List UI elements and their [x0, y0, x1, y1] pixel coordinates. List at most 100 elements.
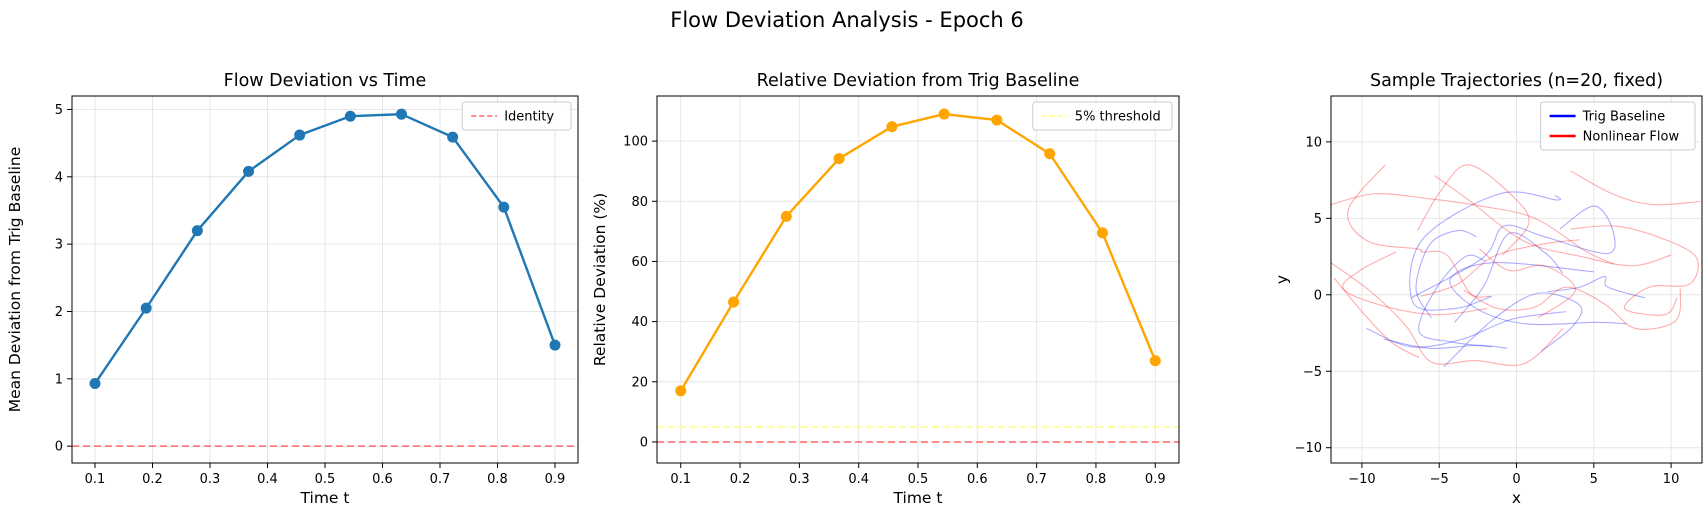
x-tick-label: 0.7 — [430, 472, 451, 487]
trajectory-nonlinear-flow — [1434, 175, 1672, 267]
chart-title: Relative Deviation from Trig Baseline — [757, 71, 1080, 91]
y-tick-label: 0 — [55, 440, 63, 455]
y-axis-label: y — [1273, 275, 1291, 284]
legend-box — [1540, 101, 1696, 151]
y-tick-label: 0 — [1314, 288, 1322, 303]
legend-entry-label: 5% threshold — [1075, 110, 1161, 125]
x-tick-label: 0.7 — [1026, 472, 1047, 487]
chart-panel-1: 0.1 0.2 0.3 0.4 0.5 0.6 0.7 0.8 0.9 0 1 2 3 4 5 Flow De… — [6, 71, 579, 507]
x-tick-label: 0.3 — [200, 472, 221, 487]
x-tick-label: 0.4 — [848, 472, 869, 487]
legend: Identity — [461, 101, 572, 131]
y-tick-label: 5 — [55, 103, 63, 118]
y-tick-label: 1 — [55, 372, 63, 387]
y-tick-label: 2 — [55, 305, 63, 320]
x-tick-label: −5 — [1430, 472, 1449, 487]
data-point — [140, 302, 152, 314]
trajectory-trig-baseline — [1454, 232, 1564, 323]
data-point — [549, 339, 561, 351]
legend-box — [1032, 101, 1173, 131]
y-tick-label: 80 — [631, 195, 648, 210]
legend-entry-label: Identity — [504, 110, 554, 125]
data-point — [294, 129, 306, 141]
data-point — [1096, 227, 1108, 239]
data-point — [89, 378, 101, 390]
x-tick-label: 0.4 — [257, 472, 278, 487]
trajectory-nonlinear-flow — [1347, 164, 1491, 298]
trajectory-trig-baseline — [1443, 292, 1583, 368]
trajectory-nonlinear-flow — [1342, 251, 1488, 316]
trajectory-trig-baseline — [1366, 311, 1567, 348]
chart-panel-3: −10 −5 0 5 10 −10 −5 0 5 10 Sample Trajectories (n… — [1273, 71, 1703, 507]
y-tick-label: 40 — [631, 315, 648, 330]
trajectory-nonlinear-flow — [1333, 277, 1420, 358]
data-point — [498, 201, 510, 213]
trajectory-nonlinear-flow — [1479, 248, 1576, 319]
chart-title: Flow Deviation vs Time — [224, 71, 427, 91]
trajectory-nonlinear-flow — [1331, 262, 1564, 366]
trajectory-nonlinear-flow — [1570, 170, 1701, 206]
legend-entry-label: Nonlinear Flow — [1583, 130, 1680, 145]
plot-area — [1331, 164, 1701, 368]
chart-panel-2: 0.1 0.2 0.3 0.4 0.5 0.6 0.7 0.8 0.9 0 20 40 60 80 100 R… — [591, 71, 1180, 507]
trajectory-trig-baseline — [1383, 338, 1508, 350]
trajectory-nonlinear-flow — [1331, 193, 1615, 265]
x-tick-label: 0.9 — [1145, 472, 1166, 487]
x-tick-label: 0.1 — [85, 472, 106, 487]
x-tick-label: 0.9 — [545, 472, 566, 487]
x-tick-label: 0.2 — [730, 472, 751, 487]
x-tick-label: 10 — [1663, 472, 1680, 487]
data-point — [344, 110, 356, 122]
data-point — [833, 153, 845, 165]
chart-title: Sample Trajectories (n=20, fixed) — [1370, 71, 1663, 91]
series-line — [94, 112, 557, 385]
x-tick-label: 0.6 — [372, 472, 393, 487]
x-axis-label: Time t — [893, 489, 943, 507]
x-tick-label: 0.2 — [142, 472, 163, 487]
x-tick-label: 0.8 — [487, 472, 508, 487]
x-tick-label: 0.5 — [908, 472, 929, 487]
y-tick-label: 100 — [623, 135, 648, 150]
data-point — [780, 210, 792, 222]
trajectory-nonlinear-flow — [1417, 164, 1530, 256]
trajectory-nonlinear-flow — [1420, 239, 1580, 297]
y-tick-label: 3 — [55, 238, 63, 253]
plot-area — [657, 108, 1179, 443]
trajectory-trig-baseline — [1449, 262, 1627, 326]
x-tick-label: 0.1 — [670, 472, 691, 487]
legend-box — [461, 101, 572, 131]
x-axis-label: x — [1512, 489, 1521, 507]
y-tick-label: 5 — [1314, 212, 1322, 227]
data-point — [991, 114, 1003, 126]
legend-entry-label: Trig Baseline — [1582, 110, 1666, 125]
x-tick-label: −10 — [1348, 472, 1375, 487]
y-tick-label: 20 — [631, 375, 648, 390]
x-tick-label: 0.5 — [315, 472, 336, 487]
trajectory-nonlinear-flow — [1570, 225, 1699, 316]
data-point — [1044, 148, 1056, 160]
y-axis-label: Mean Deviation from Trig Baseline — [6, 147, 24, 413]
data-point — [191, 225, 203, 237]
legend: 5% threshold — [1032, 101, 1173, 131]
trajectory-trig-baseline — [1418, 254, 1492, 348]
figure-title: Flow Deviation Analysis - Epoch 6 — [670, 8, 1024, 32]
trajectory-trig-baseline — [1415, 229, 1477, 319]
x-axis-label: Time t — [300, 489, 350, 507]
data-point — [675, 385, 687, 397]
x-tick-label: 0.3 — [789, 472, 810, 487]
x-tick-label: 5 — [1590, 472, 1598, 487]
trajectory-trig-baseline — [1547, 275, 1645, 299]
series-line — [679, 112, 1157, 392]
trajectory-nonlinear-flow — [1463, 286, 1682, 330]
y-tick-label: 4 — [55, 170, 63, 185]
trajectory-trig-baseline — [1411, 205, 1616, 299]
data-point — [886, 121, 898, 133]
y-tick-label: 60 — [631, 255, 648, 270]
data-point — [447, 131, 459, 143]
y-axis-label: Relative Deviation (%) — [591, 193, 609, 366]
y-tick-label: 10 — [1305, 135, 1322, 150]
y-tick-label: −5 — [1303, 365, 1322, 380]
data-point — [395, 108, 407, 120]
data-point — [938, 108, 950, 120]
